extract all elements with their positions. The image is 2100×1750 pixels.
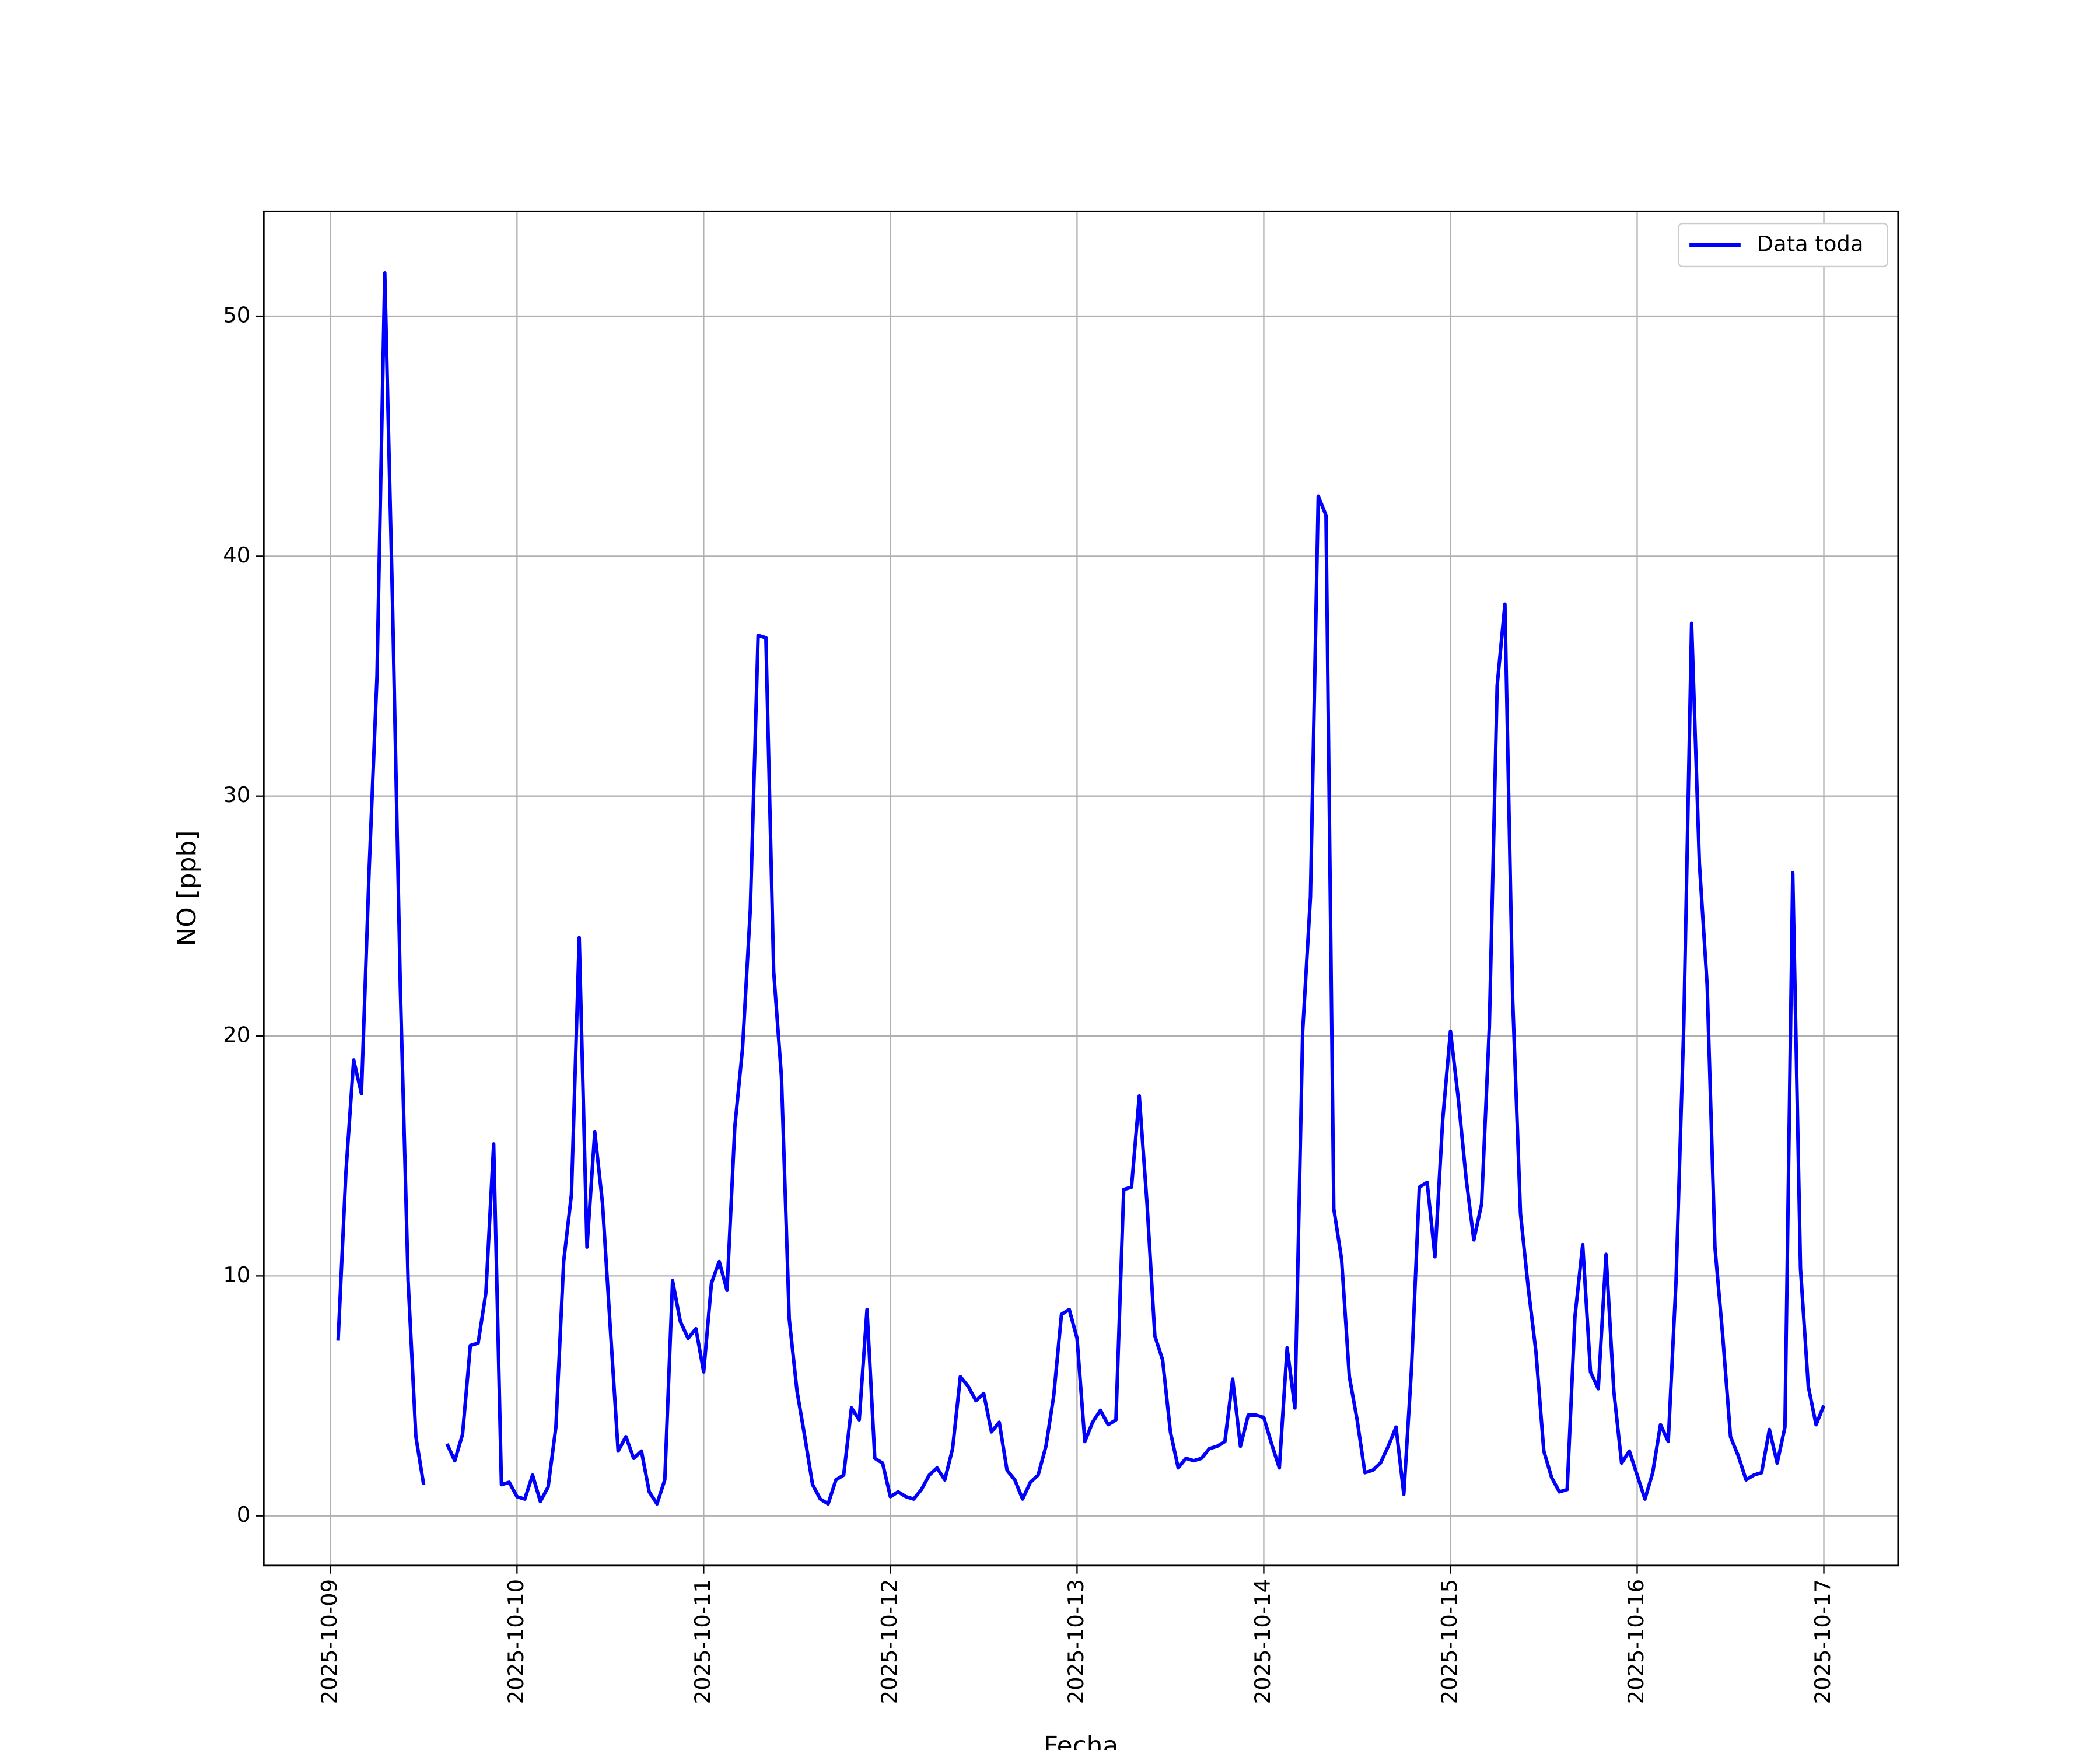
x-axis-label: Fecha — [1044, 1731, 1119, 1750]
legend-box — [1678, 222, 1888, 268]
x-tick-label: 2025-10-12 — [877, 1579, 902, 1704]
x-tick-label: 2025-10-14 — [1250, 1579, 1275, 1704]
y-tick-label: 20 — [223, 1023, 250, 1048]
x-tick-label: 2025-10-17 — [1810, 1579, 1835, 1704]
plot-frame — [262, 210, 1899, 1567]
y-tick-label: 40 — [223, 542, 250, 568]
y-tick-label: 0 — [237, 1502, 250, 1527]
x-tick-label: 2025-10-09 — [317, 1579, 342, 1704]
x-tick-label: 2025-10-16 — [1623, 1579, 1648, 1704]
y-axis-label: NO [ppb] — [172, 831, 202, 947]
x-tick-label: 2025-10-15 — [1437, 1579, 1462, 1704]
x-tick-label: 2025-10-13 — [1063, 1579, 1088, 1704]
y-tick-label: 50 — [223, 303, 250, 328]
y-tick-label: 10 — [223, 1262, 250, 1287]
data-line — [336, 271, 1826, 1506]
x-tick-label: 2025-10-10 — [503, 1579, 528, 1704]
legend-label: Data toda — [1757, 232, 1864, 257]
y-tick-label: 30 — [223, 782, 250, 807]
x-tick-label: 2025-10-11 — [690, 1579, 715, 1704]
